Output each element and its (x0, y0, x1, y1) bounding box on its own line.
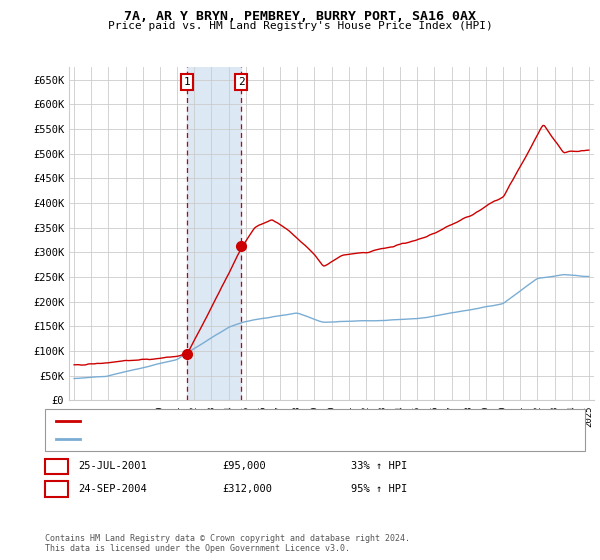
Text: 24-SEP-2004: 24-SEP-2004 (78, 484, 147, 494)
Text: Contains HM Land Registry data © Crown copyright and database right 2024.
This d: Contains HM Land Registry data © Crown c… (45, 534, 410, 553)
Text: 95% ↑ HPI: 95% ↑ HPI (351, 484, 407, 494)
Text: 2: 2 (53, 484, 60, 494)
Text: 7A, AR Y BRYN, PEMBREY, BURRY PORT, SA16 0AX: 7A, AR Y BRYN, PEMBREY, BURRY PORT, SA16… (124, 10, 476, 22)
Text: 7A, AR Y BRYN, PEMBREY, BURRY PORT, SA16 0AX (detached house): 7A, AR Y BRYN, PEMBREY, BURRY PORT, SA16… (85, 416, 443, 426)
Text: 1: 1 (53, 461, 60, 472)
Text: 2: 2 (238, 77, 244, 87)
Bar (187, 67, 241, 400)
Text: 25-JUL-2001: 25-JUL-2001 (78, 461, 147, 472)
Text: Price paid vs. HM Land Registry's House Price Index (HPI): Price paid vs. HM Land Registry's House … (107, 21, 493, 31)
Text: £312,000: £312,000 (222, 484, 272, 494)
Text: 1: 1 (184, 77, 190, 87)
Text: HPI: Average price, detached house, Carmarthenshire: HPI: Average price, detached house, Carm… (85, 434, 384, 444)
Text: £95,000: £95,000 (222, 461, 266, 472)
Text: 33% ↑ HPI: 33% ↑ HPI (351, 461, 407, 472)
